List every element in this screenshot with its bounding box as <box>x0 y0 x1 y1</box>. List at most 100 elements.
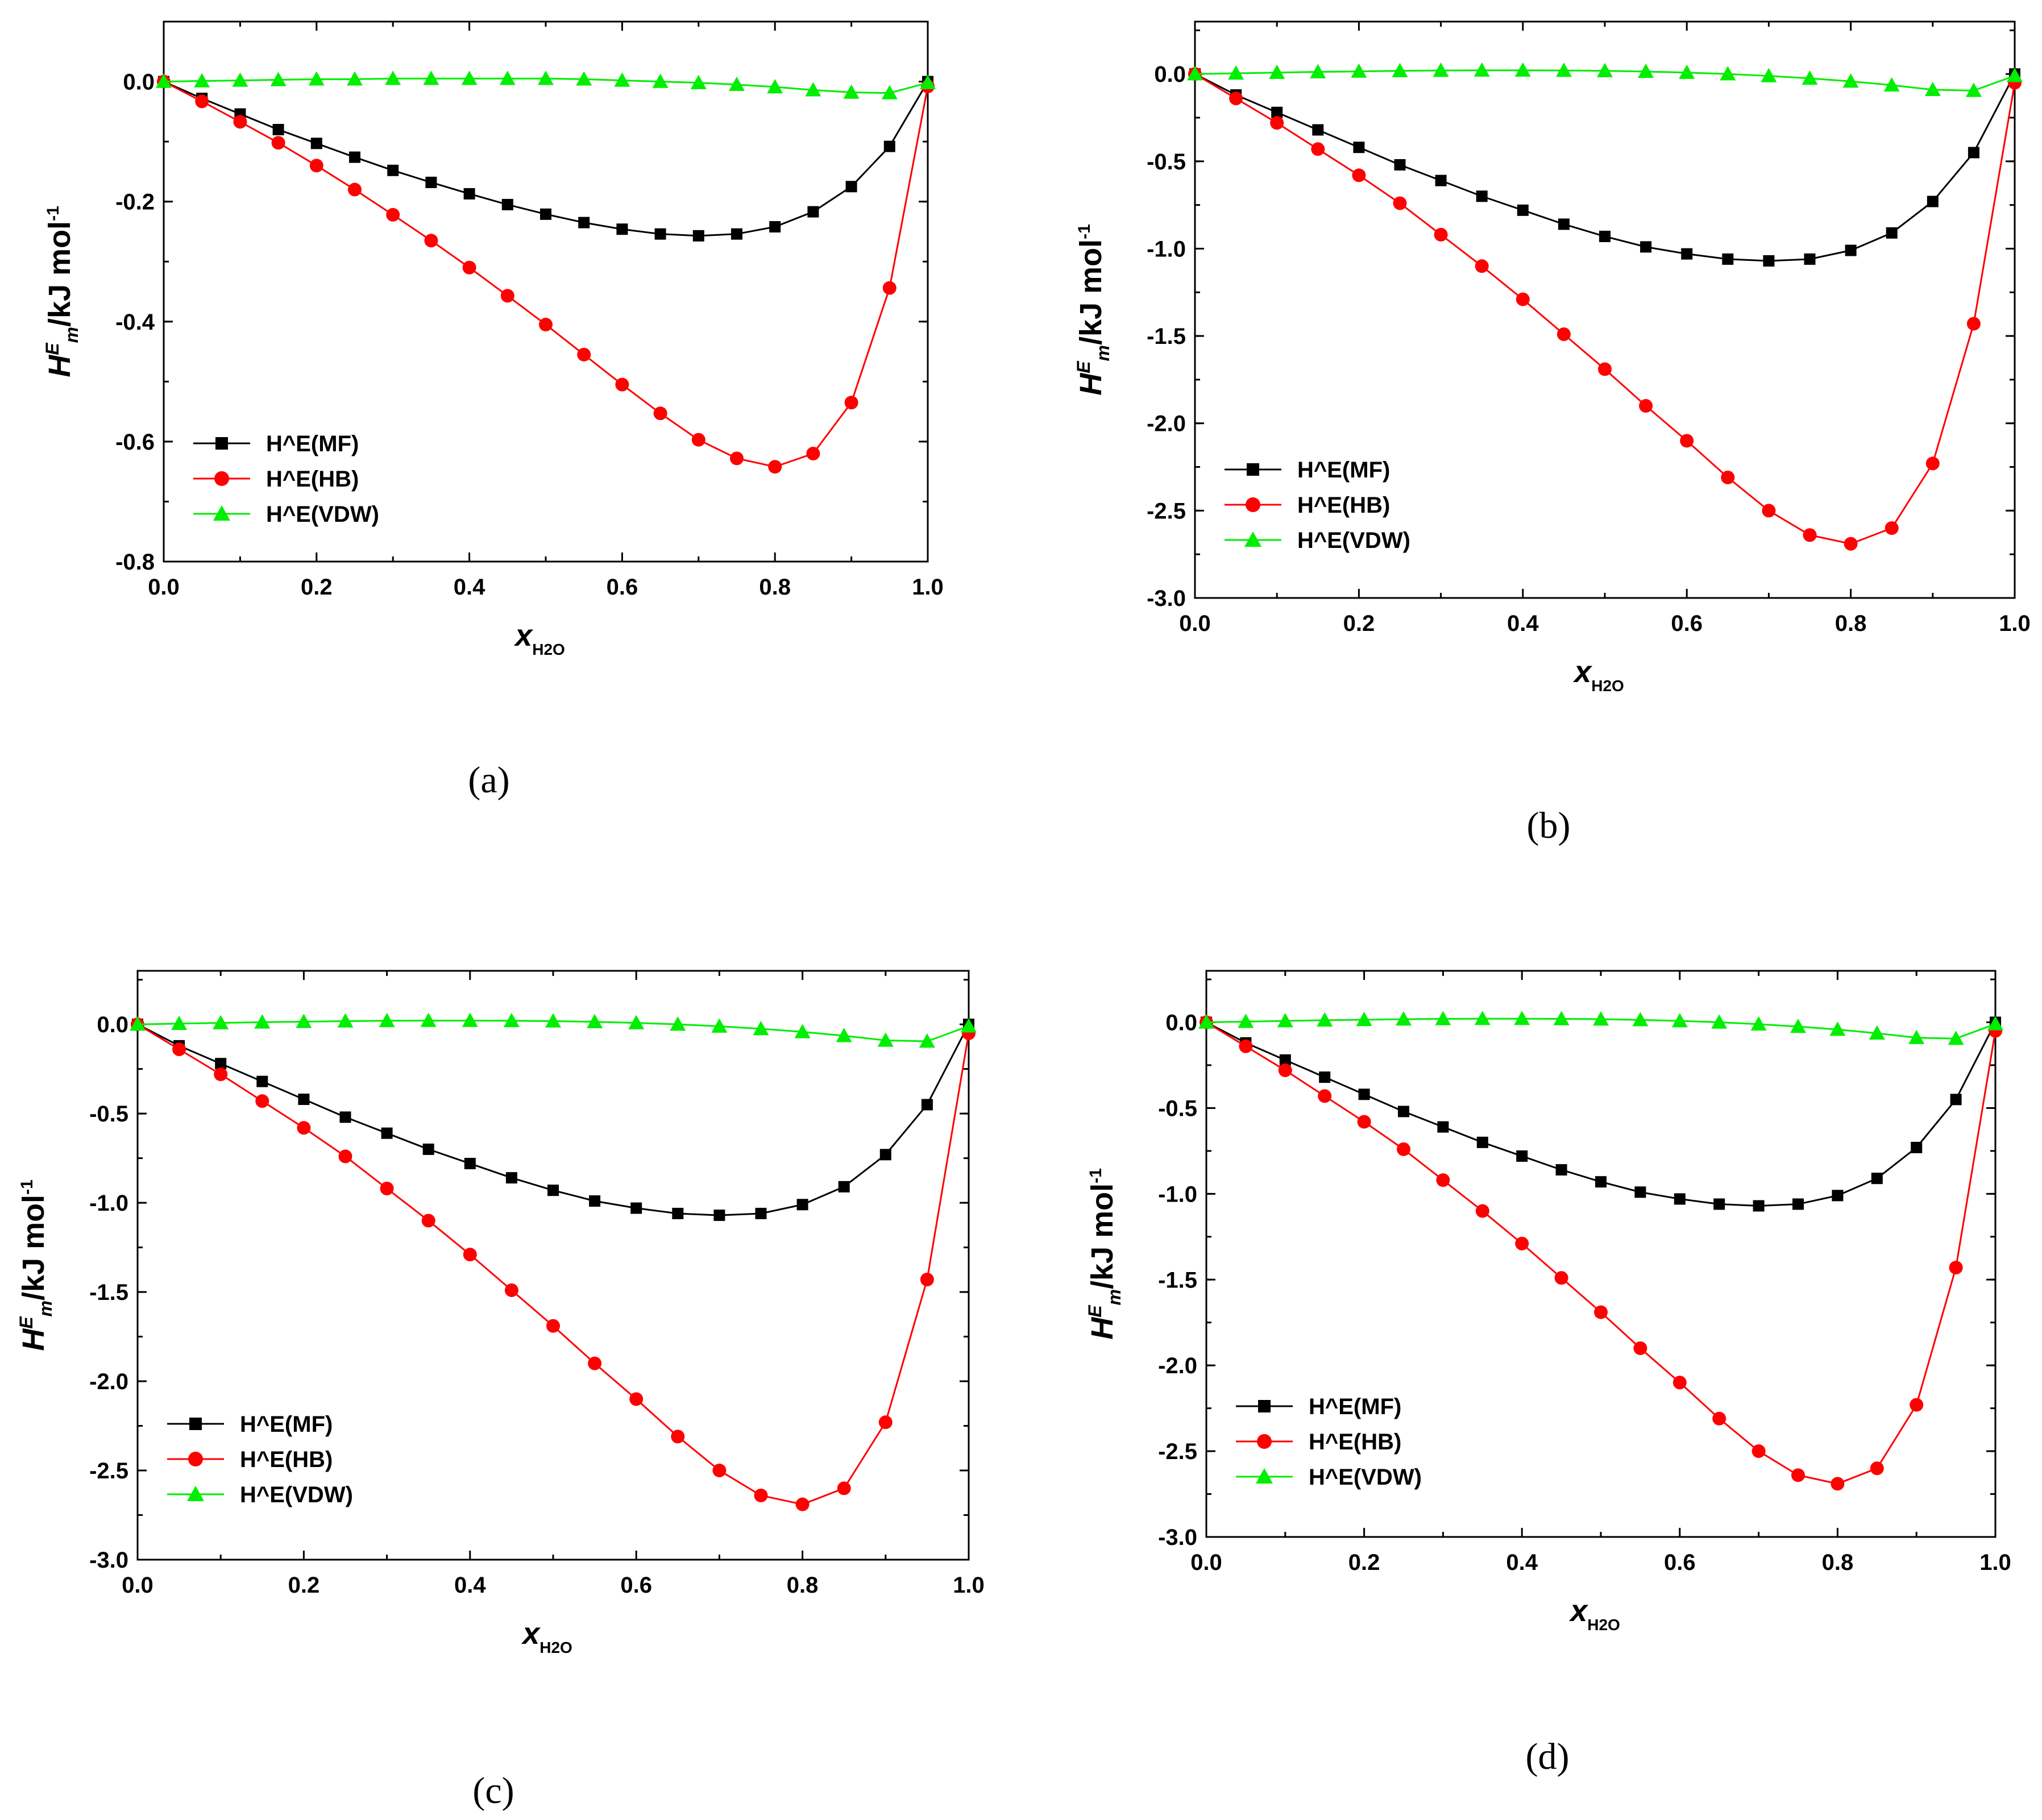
data-point <box>1555 1164 1567 1176</box>
data-point <box>1597 63 1613 77</box>
chart-panel-b: 0.0 0.2 0.4 0.6 0.8 1.0 0.0 -0.5 -1.0 -1.5 -2.0 -2.… <box>1073 20 2031 695</box>
series-hemf <box>1189 68 2020 267</box>
x-axis-title: xH2O <box>1568 1594 1620 1634</box>
data-point <box>753 1021 769 1036</box>
x-tick-label: 0.4 <box>1507 611 1539 636</box>
y-axis-title: HEm/kJ mol-1 <box>42 206 82 377</box>
data-point <box>386 207 400 222</box>
data-point <box>768 460 782 474</box>
data-point <box>423 70 439 85</box>
data-point <box>920 74 936 89</box>
y-tick-label: -0.8 <box>115 550 155 575</box>
data-point <box>1869 1025 1885 1040</box>
data-point <box>545 1013 561 1028</box>
y-tick-label: -3.0 <box>1147 586 1186 611</box>
data-point <box>805 82 821 97</box>
data-point <box>1844 537 1858 551</box>
data-point <box>692 230 704 242</box>
data-point <box>538 70 554 85</box>
y-tick-label: -1.5 <box>1147 324 1186 349</box>
data-point <box>879 1149 891 1161</box>
data-point <box>1394 159 1406 171</box>
data-point <box>156 73 172 88</box>
x-tick-label: 0.2 <box>1343 611 1375 636</box>
data-point <box>1750 1016 1767 1031</box>
data-point <box>1270 116 1284 130</box>
x-tick-label: 1.0 <box>953 1573 985 1598</box>
data-point <box>578 217 590 228</box>
y-axis-title: HEm/kJ mol-1 <box>16 1179 56 1351</box>
data-point <box>1475 259 1489 273</box>
data-point <box>195 94 209 109</box>
x-tick-label: 0.8 <box>1822 1550 1854 1575</box>
data-point <box>215 1058 227 1070</box>
legend-label: H^E(MF) <box>240 1412 333 1437</box>
x-tick-label: 1.0 <box>912 575 944 600</box>
series-hemf <box>1201 1016 2001 1212</box>
data-point <box>1514 1011 1530 1025</box>
data-point <box>1475 1204 1489 1218</box>
y-tick-label: -1.0 <box>1158 1182 1197 1207</box>
data-point <box>540 208 551 220</box>
x-tick-label: 0.4 <box>1506 1550 1538 1575</box>
data-point <box>1271 106 1283 118</box>
data-point <box>1948 1030 1964 1045</box>
data-point <box>1279 1054 1291 1066</box>
data-point <box>1803 528 1817 542</box>
data-point <box>338 1149 352 1164</box>
data-point <box>1763 255 1775 267</box>
data-point <box>1356 1012 1372 1027</box>
data-point <box>628 1015 645 1029</box>
legend-label: H^E(HB) <box>266 467 359 492</box>
x-tick-label: 0.0 <box>1179 611 1211 636</box>
data-point <box>1317 1012 1333 1027</box>
data-point <box>616 223 628 235</box>
data-point <box>691 433 705 447</box>
data-point <box>1598 362 1612 376</box>
legend-marker <box>188 1452 203 1466</box>
legend-label: H^E(VDW) <box>240 1482 353 1507</box>
chart-panel-a: 0.0 0.2 0.4 0.6 0.8 1.0 0.0 -0.2 -0.4 -0.6 -0.8 xH2… <box>42 20 944 658</box>
data-point <box>1950 1094 1962 1106</box>
data-point <box>1437 1121 1449 1133</box>
y-tick-label: -1.0 <box>1147 236 1186 261</box>
x-tick-label: 0.6 <box>620 1573 652 1598</box>
data-point <box>807 206 819 218</box>
data-point <box>883 140 895 152</box>
data-point <box>576 71 592 86</box>
data-point <box>1554 1271 1568 1285</box>
series-hehb <box>1200 1015 2002 1491</box>
legend-label: H^E(HB) <box>240 1447 333 1472</box>
data-point <box>1965 82 1982 97</box>
data-point <box>1791 1468 1805 1482</box>
data-point <box>255 1094 269 1108</box>
data-point <box>1269 64 1285 79</box>
data-point <box>769 221 781 232</box>
data-point <box>272 124 284 135</box>
legend-marker <box>1257 1434 1272 1449</box>
legend-marker <box>214 471 229 486</box>
data-point <box>1593 1011 1609 1026</box>
data-point <box>1229 92 1243 106</box>
legend-marker <box>213 505 230 521</box>
legend-marker <box>1246 497 1260 512</box>
data-point <box>671 1430 685 1444</box>
data-point <box>1845 244 1857 256</box>
data-point <box>309 159 323 173</box>
data-point <box>837 1481 851 1495</box>
x-tick-label: 0.2 <box>301 575 333 600</box>
data-point <box>339 1111 351 1123</box>
data-point <box>379 1012 395 1028</box>
data-point <box>1632 1012 1649 1027</box>
data-point <box>1599 230 1611 242</box>
data-point <box>1871 1173 1883 1185</box>
data-point <box>654 228 666 240</box>
data-point <box>1753 1200 1765 1212</box>
data-point <box>463 188 475 200</box>
y-tick-label: -3.0 <box>89 1548 128 1573</box>
data-point <box>1557 327 1571 342</box>
data-point <box>462 1012 478 1027</box>
data-point <box>256 1075 268 1087</box>
data-point <box>298 1094 310 1106</box>
data-point <box>629 1392 644 1406</box>
